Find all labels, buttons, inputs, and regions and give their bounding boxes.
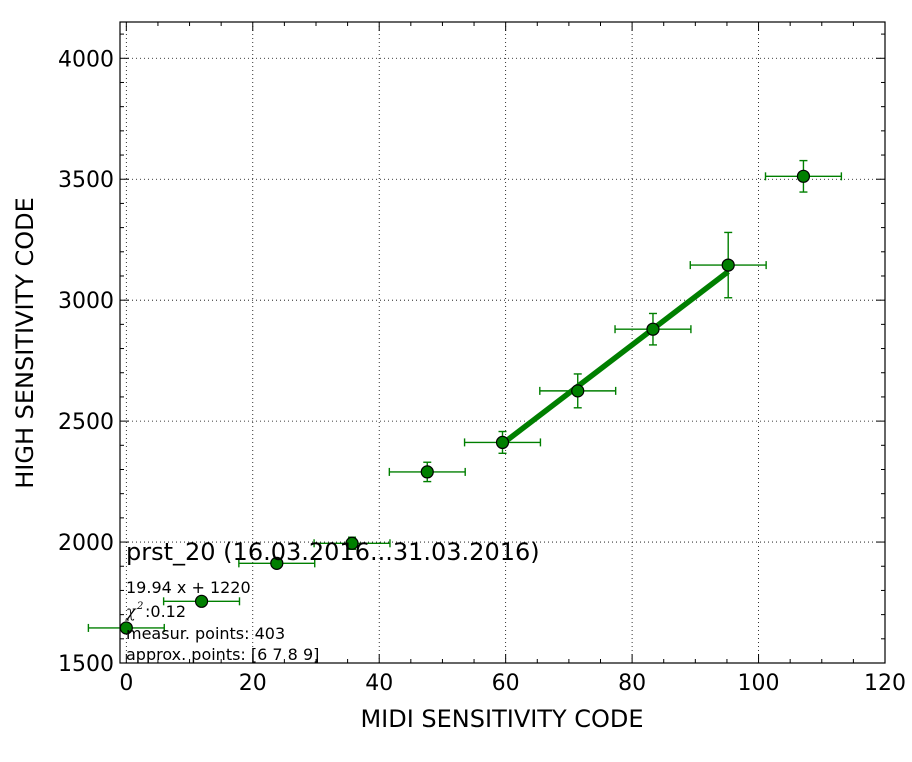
data-point-9 <box>796 169 811 183</box>
fit-line <box>500 269 730 446</box>
data-point-6 <box>571 384 585 398</box>
x-tick-label: 60 <box>492 671 520 696</box>
y-tick-label: 1500 <box>58 652 114 677</box>
y-tick-label: 3500 <box>58 168 114 193</box>
data-point-1 <box>194 594 209 608</box>
annotation-approx-points: approx. points: [6 7 8 9] <box>126 645 319 664</box>
fit-line-group <box>500 269 730 446</box>
data-point-2 <box>270 556 284 570</box>
chi-value: :0.12 <box>145 602 186 621</box>
x-tick-label: 120 <box>864 671 906 696</box>
x-tick-label: 100 <box>738 671 780 696</box>
x-tick-label: 40 <box>365 671 393 696</box>
annotation-equation: 19.94 x + 1220 <box>126 578 251 597</box>
minor-ticks <box>120 22 885 663</box>
y-tick-label: 3000 <box>58 289 114 314</box>
data-points <box>119 169 811 635</box>
y-tick-label: 2500 <box>58 410 114 435</box>
major-ticks <box>120 22 886 664</box>
data-point-7 <box>646 322 660 336</box>
annotation-block: prst_20 (16.03.2016...31.03.2016) 19.94 … <box>125 538 540 664</box>
y-tick-label: 4000 <box>58 47 114 72</box>
y-tick-label: 2000 <box>58 531 114 556</box>
x-tick-label: 0 <box>119 671 133 696</box>
data-point-5 <box>495 435 510 449</box>
chi-superscript: 2 <box>136 601 143 612</box>
y-axis-title: HIGH SENSITIVITY CODE <box>11 197 39 489</box>
x-tick-label: 80 <box>618 671 646 696</box>
data-point-4 <box>420 465 434 479</box>
data-point-3 <box>345 536 359 550</box>
annotation-chi-square: χ 2 :0.12 <box>125 601 186 621</box>
chi-symbol: χ <box>125 602 137 621</box>
tick-labels: 0 20 40 60 80 100 120 1500 2000 2500 3000 3500 4000 <box>58 47 906 696</box>
plot-frame <box>119 21 886 664</box>
data-point-8 <box>721 258 735 272</box>
annotation-title: prst_20 (16.03.2016...31.03.2016) <box>126 538 540 566</box>
annotation-measur-points: measur. points: 403 <box>126 624 285 643</box>
x-tick-label: 20 <box>239 671 267 696</box>
x-axis-title: MIDI SENSITIVITY CODE <box>360 705 643 733</box>
